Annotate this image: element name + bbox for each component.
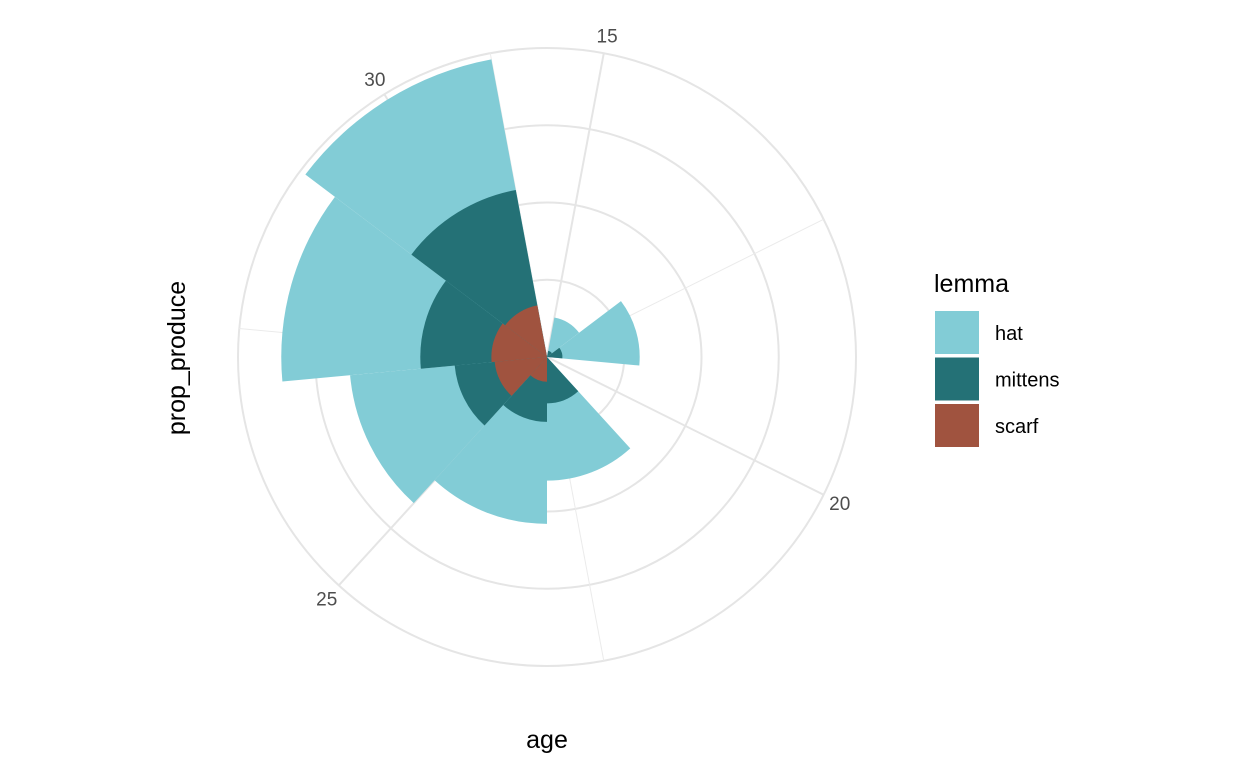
bar-mittens-22: [547, 357, 579, 404]
tick-label: 30: [364, 70, 385, 91]
legend-key-scarf: [935, 404, 979, 447]
legend-label-mittens: mittens: [995, 370, 1059, 392]
angle-ticks: 15 20 25 30: [316, 27, 850, 611]
bar-scarf-24: [530, 357, 547, 382]
bars: [281, 59, 640, 524]
legend-label-scarf: scarf: [995, 416, 1039, 438]
legend-label-hat: hat: [995, 323, 1023, 345]
legend: lemma hat mittens scarf: [934, 270, 1059, 447]
x-axis-title: age: [526, 726, 568, 754]
bar-hat-18: [547, 301, 640, 366]
bar-mittens-18: [547, 347, 563, 359]
bar-mittens-16: [547, 350, 552, 357]
tick-label: 15: [597, 27, 618, 48]
grid: [237, 47, 857, 667]
bar-hat-16: [547, 317, 580, 357]
legend-title: lemma: [934, 270, 1009, 298]
legend-key-mittens: [935, 357, 979, 401]
y-axis-title: prop_produce: [163, 281, 191, 435]
grid-circle: [237, 47, 857, 667]
bar-scarf-26: [494, 357, 547, 396]
bar-mittens-30: [411, 189, 547, 357]
bar-scarf-30: [505, 305, 547, 357]
grid-spoke-major: [546, 53, 605, 358]
tick-label: 20: [829, 494, 850, 515]
grid-spoke-major: [546, 356, 825, 496]
bar-scarf-28: [491, 323, 547, 363]
tick-label: 25: [316, 590, 337, 611]
legend-key-hat: [935, 311, 979, 354]
